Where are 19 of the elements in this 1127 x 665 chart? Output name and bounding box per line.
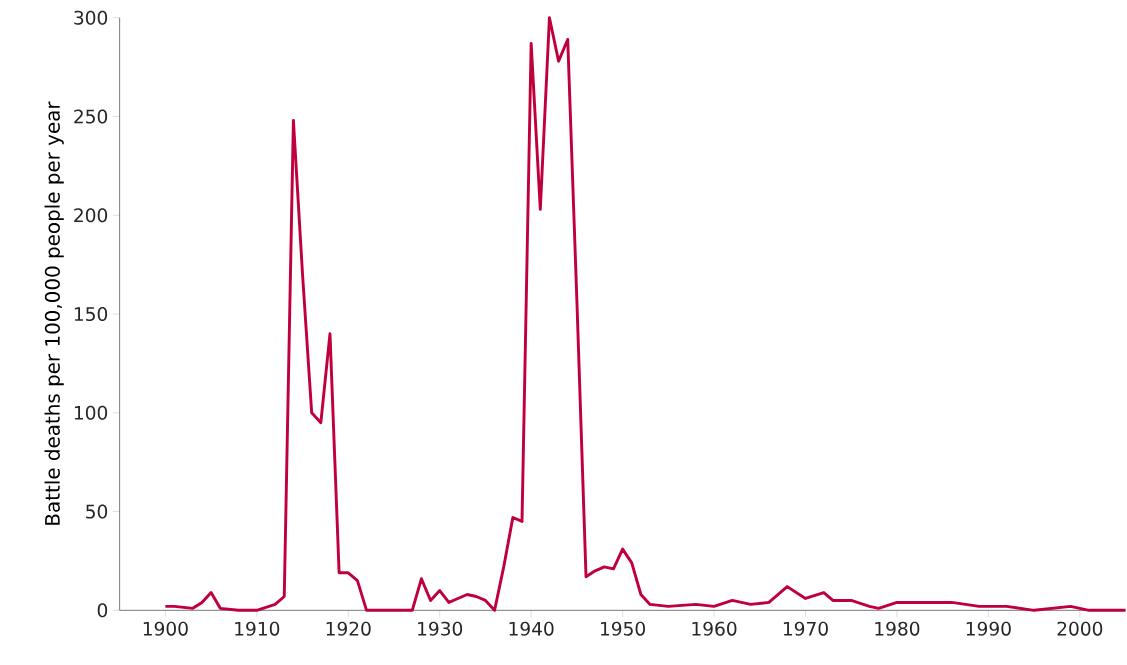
y-tick-label: 300 [74, 10, 108, 25]
y-tick-label: 0 [97, 603, 108, 618]
x-tick-label: 1920 [326, 621, 371, 636]
x-tick-label: 2000 [1057, 621, 1103, 636]
y-tick-label: 50 [86, 504, 108, 519]
x-tick-label: 1900 [143, 621, 188, 636]
y-tick-label: 150 [74, 306, 108, 322]
x-tick-label: 1950 [601, 621, 645, 636]
x-tick-label: 1930 [418, 621, 463, 636]
x-tick-label: 1970 [783, 621, 828, 636]
y-tick-label: 100 [74, 405, 108, 420]
y-tick-label: 250 [74, 109, 108, 124]
x-tick-label: 1980 [875, 621, 920, 636]
x-tick-label: 1990 [966, 621, 1011, 636]
x-tick-label: 1910 [235, 621, 280, 636]
y-axis-title: Battle deaths per 100,000 people per year [44, 101, 64, 525]
x-tick-label: 1940 [509, 621, 554, 636]
x-tick-label: 1960 [692, 621, 737, 636]
y-tick-label: 200 [74, 208, 108, 223]
